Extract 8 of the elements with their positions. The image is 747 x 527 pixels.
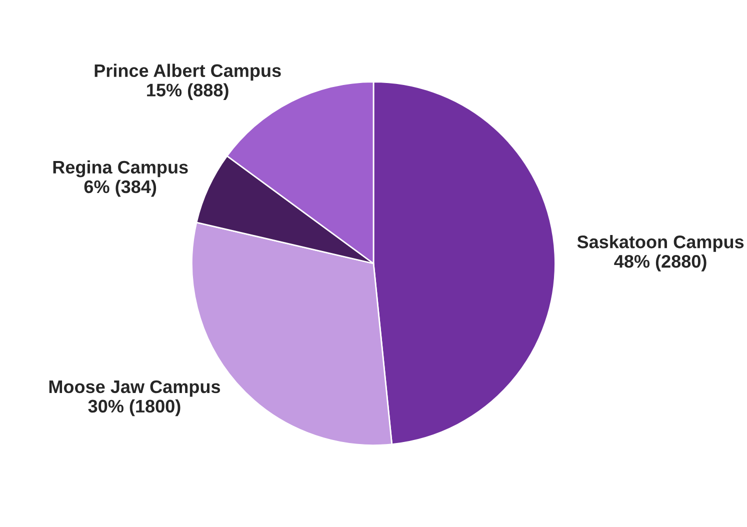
data-label: 48% (2880) <box>614 254 706 272</box>
slice-label: Regina Campus <box>53 160 188 178</box>
slice-label: Prince Albert Campus <box>94 64 281 81</box>
slice-label: Moose Jaw Campus <box>49 380 220 397</box>
data-label: 30% (1800) <box>88 399 180 416</box>
data-label: 15% (888) <box>147 83 228 100</box>
data-label: 6% (384) <box>84 180 156 197</box>
slice-label: Saskatoon Campus <box>577 235 744 252</box>
